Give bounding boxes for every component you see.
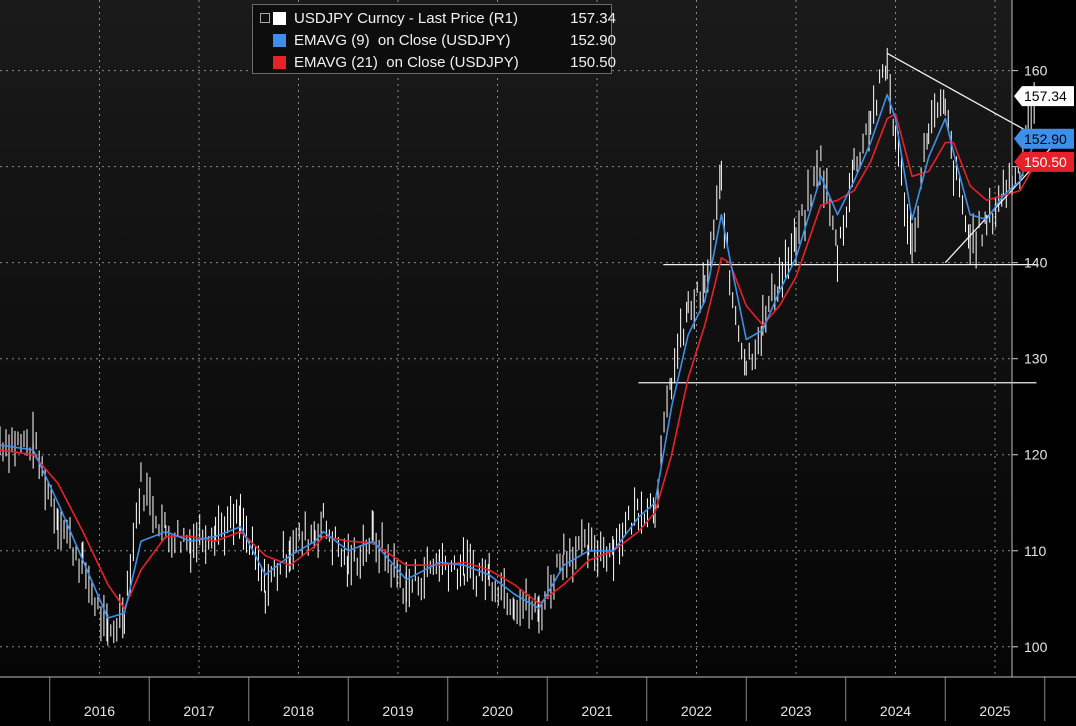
x-tick-label: 2025 (979, 703, 1010, 719)
legend-swatch-price (273, 11, 286, 25)
y-tick-label: 140 (1024, 255, 1048, 271)
legend-label-ema21: EMAVG (21) on Close (USDJPY) (294, 53, 519, 71)
plot-background (0, 0, 1012, 677)
price-tag: 150.50 (1014, 151, 1074, 172)
x-tick-label: 2016 (84, 703, 115, 719)
price-tag: 157.34 (1014, 86, 1074, 107)
x-tick-label: 2021 (581, 703, 612, 719)
price-tag-bg (1014, 86, 1074, 107)
legend-label-ema9: EMAVG (9) on Close (USDJPY) (294, 31, 511, 49)
y-tick-label: 110 (1024, 543, 1047, 559)
x-tick-label: 2024 (880, 703, 911, 719)
legend-swatch-ema21 (273, 55, 286, 69)
legend-label-price: USDJPY Curncy - Last Price (R1) (294, 9, 518, 27)
legend-item-ema21: EMAVG (21) on Close (USDJPY) 150.50 (273, 52, 616, 72)
legend-item-price: USDJPY Curncy - Last Price (R1) 157.34 (273, 8, 616, 28)
legend-value-price: 157.34 (570, 9, 616, 27)
tag-layer: 157.34 152.90 150.50 (1014, 86, 1074, 172)
series-layer (0, 47, 1038, 646)
x-tick-label: 2020 (482, 703, 513, 719)
price-tag: 152.90 (1014, 128, 1074, 149)
x-tick-label: 2019 (382, 703, 413, 719)
y-tick-label: 130 (1024, 351, 1048, 367)
price-tag-label: 152.90 (1024, 131, 1067, 147)
y-tick-label: 160 (1024, 63, 1048, 79)
x-axis-band (0, 678, 1076, 722)
legend-swatch-ema9 (273, 33, 286, 47)
x-tick-label: 2018 (283, 703, 314, 719)
y-tick-label: 100 (1024, 639, 1048, 655)
legend-item-ema9: EMAVG (9) on Close (USDJPY) 152.90 (273, 30, 616, 50)
price-tag-bg (1014, 128, 1074, 149)
legend-value-ema9: 152.90 (570, 31, 616, 49)
legend-collapse-icon[interactable] (260, 13, 270, 23)
ema9-line (0, 93, 1038, 619)
price-tag-label: 150.50 (1024, 154, 1067, 170)
x-tick-label: 2022 (681, 703, 712, 719)
legend-value-ema21: 150.50 (570, 53, 616, 71)
x-tick-label: 2017 (183, 703, 214, 719)
price-tag-bg (1014, 151, 1074, 172)
y-tick-label: 120 (1024, 447, 1048, 463)
chart-legend: USDJPY Curncy - Last Price (R1) 157.34 E… (252, 4, 616, 74)
ema21-line (0, 113, 1038, 610)
x-tick-label: 2023 (780, 703, 811, 719)
price-tag-label: 157.34 (1024, 88, 1067, 104)
